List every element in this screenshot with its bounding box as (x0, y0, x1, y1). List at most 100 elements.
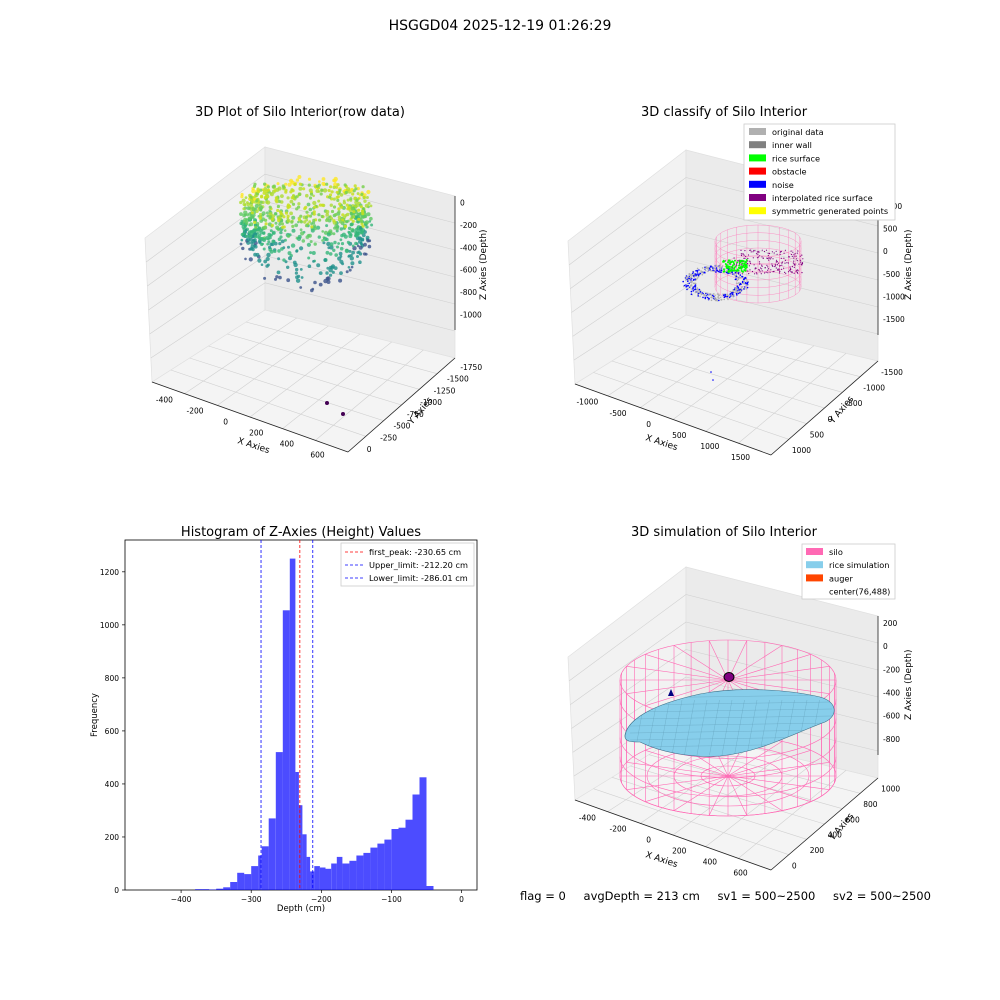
interpolated-point (789, 269, 791, 271)
rice-surface-point (725, 265, 728, 268)
data-point (341, 232, 346, 237)
legend-label: obstacle (772, 167, 807, 177)
data-point (347, 266, 351, 269)
data-point (290, 196, 294, 200)
rice-surface-point (740, 265, 743, 268)
interpolated-point (791, 255, 793, 257)
data-point (308, 220, 312, 224)
legend-swatch (749, 194, 766, 201)
data-point (359, 237, 363, 241)
data-point (320, 214, 324, 219)
interpolated-point (771, 251, 774, 253)
data-point (246, 202, 250, 207)
data-point (341, 213, 345, 217)
chart-title: Histogram of Z-Axies (Height) Values (181, 525, 421, 540)
data-point (271, 185, 275, 189)
data-point (333, 240, 337, 245)
class-point (707, 268, 710, 271)
z-tick-label: -1000 (883, 292, 905, 301)
stats-line: flag = 0 avgDepth = 213 cm sv1 = 500~250… (520, 889, 945, 903)
data-point (346, 240, 350, 244)
class-point (690, 279, 692, 281)
data-point (298, 192, 302, 197)
data-point (325, 271, 329, 275)
y-tick-label: -750 (407, 410, 424, 419)
grid-line (685, 259, 879, 308)
class-point (739, 276, 742, 279)
chart-histogram: Histogram of Z-Axies (Height) Values −40… (90, 525, 478, 914)
rice-surface-point (744, 269, 747, 272)
data-point (313, 205, 317, 209)
class-point (682, 280, 684, 283)
x-tick-label: 600 (733, 868, 748, 877)
y-tick-label: -500 (393, 422, 410, 431)
data-point (287, 251, 292, 256)
data-point (304, 224, 309, 228)
data-point (357, 250, 361, 254)
outlier-point (325, 401, 329, 405)
data-point (346, 198, 350, 202)
x-tick-label: 200 (249, 428, 264, 437)
data-point (309, 240, 313, 244)
rice-surface-point (742, 260, 745, 263)
x-tick-label: −100 (381, 895, 402, 904)
interpolated-point (793, 263, 795, 265)
class-point (709, 266, 712, 268)
surface-mesh (629, 729, 833, 734)
x-tick-label: 600 (310, 450, 325, 459)
data-point (308, 214, 313, 218)
data-point (362, 195, 366, 199)
interpolated-point (787, 271, 790, 273)
data-point (338, 202, 342, 206)
class-point (708, 297, 710, 300)
data-point (248, 234, 253, 239)
data-point (295, 278, 301, 283)
histogram-bar (237, 872, 245, 890)
class-point (687, 284, 689, 287)
class-point (704, 294, 707, 297)
legend: original data inner wall rice surface obsta… (743, 123, 896, 221)
grid-line (685, 287, 879, 335)
grid-line (145, 173, 266, 263)
interpolated-point (755, 267, 757, 269)
legend-label: Upper_limit: -212.20 cm (369, 560, 468, 570)
interpolated-point (781, 262, 783, 264)
class-point (684, 279, 687, 281)
data-point (268, 205, 272, 209)
sv1-text: sv1 = 500~2500 (717, 889, 816, 903)
interpolated-point (772, 271, 774, 273)
silo-top-spoke (727, 654, 811, 681)
interpolated-point (796, 252, 798, 254)
class-point (745, 284, 748, 287)
data-point (334, 185, 339, 189)
x-tick-label: -500 (609, 409, 626, 418)
legend-label: noise (772, 180, 794, 190)
grid-line (685, 204, 879, 254)
rice-surface-point (732, 261, 735, 264)
class-point (735, 282, 738, 285)
data-point (273, 249, 277, 253)
class-point (692, 279, 695, 281)
data-point (325, 209, 330, 214)
class-point (703, 268, 706, 270)
z-tick-label: -1000 (460, 310, 482, 319)
y-tick-label: 500 (810, 431, 825, 440)
class-point (719, 264, 721, 267)
class-point (699, 272, 702, 275)
class-point (734, 278, 737, 281)
class-point (731, 293, 734, 296)
interpolated-point (792, 262, 795, 264)
class-point (692, 282, 695, 285)
noise-point (710, 371, 712, 373)
x-tick-label: 400 (703, 857, 718, 866)
surface-mesh (734, 699, 745, 756)
data-point (339, 227, 343, 231)
data-point (317, 199, 321, 203)
interpolated-point (766, 257, 768, 259)
interpolated-point (795, 271, 797, 273)
data-point (334, 253, 339, 257)
rice-surface-point (728, 265, 731, 268)
data-point (286, 234, 291, 238)
data-point (359, 205, 363, 209)
histogram-bar (195, 889, 203, 890)
